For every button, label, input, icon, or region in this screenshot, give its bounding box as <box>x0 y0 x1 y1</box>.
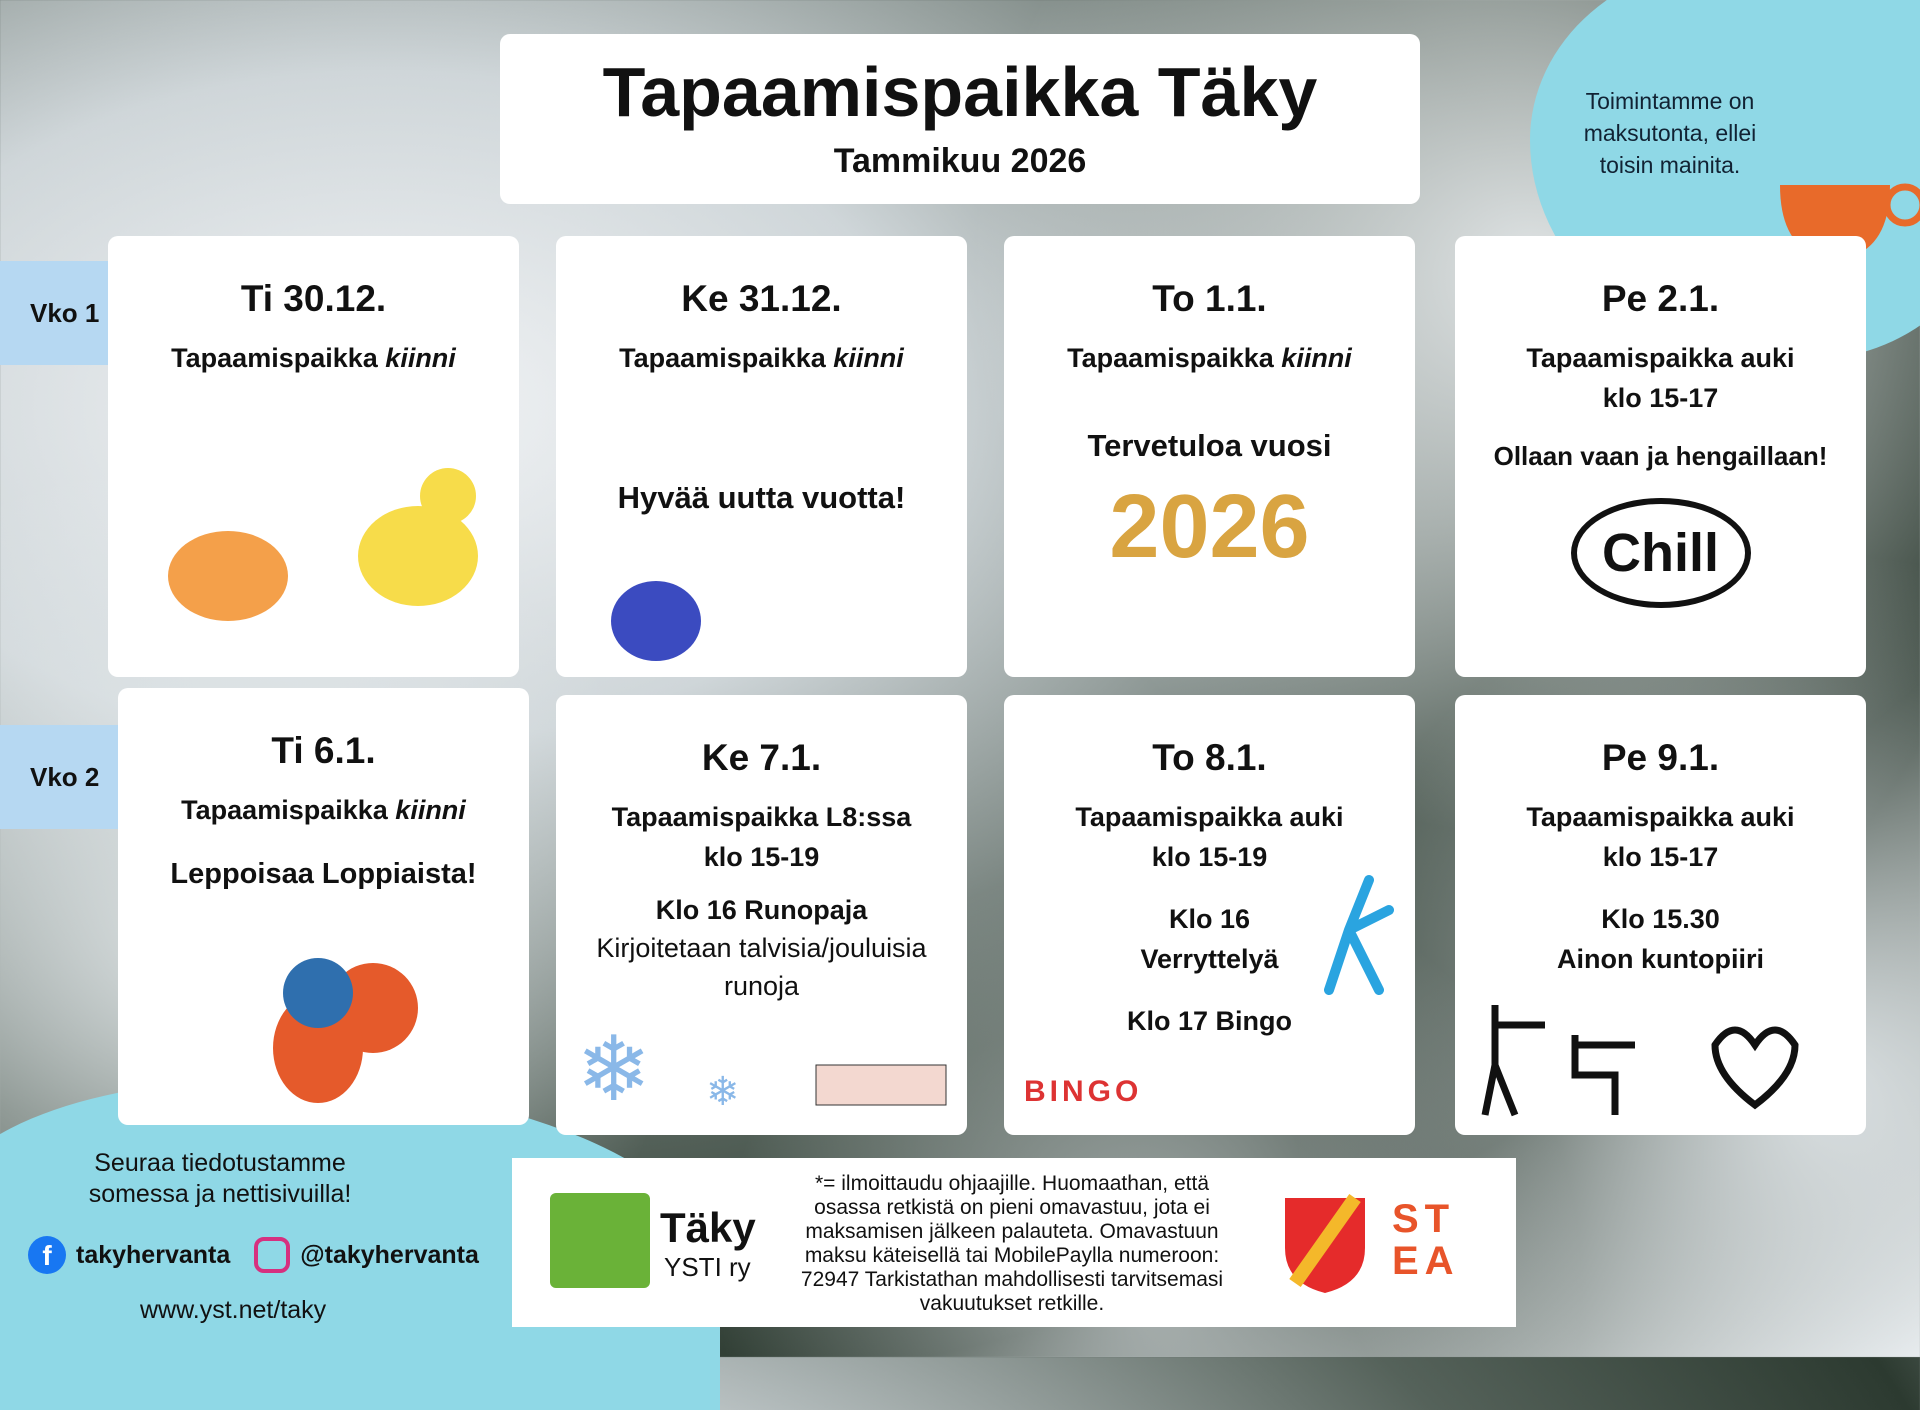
free-note: Toimintamme on maksutonta, ellei toisin … <box>1583 88 1757 178</box>
bingo-balls: BINGO <box>1024 1075 1143 1108</box>
taky-logo-icon <box>550 1193 650 1288</box>
day-event: Klo 17 Bingo <box>1126 1006 1292 1036</box>
facebook-link[interactable]: takyhervanta <box>76 1240 231 1269</box>
day-card: Ti 30.12. Tapaamispaikka kiinni <box>108 236 519 677</box>
dragon-illustration <box>611 581 701 661</box>
day-card: Ti 6.1. Tapaamispaikka kiinni Leppoisaa … <box>118 688 529 1125</box>
cat-duck-illustration <box>168 468 478 621</box>
day-event: Klo 16 Verryttelyä <box>1140 904 1279 974</box>
day-extra: Leppoisaa Loppiaista! <box>170 858 477 890</box>
tampere-coat-of-arms-icon <box>1285 1193 1365 1293</box>
page-subtitle: Tammikuu 2026 <box>833 142 1087 180</box>
logo-sub: YSTI ry <box>664 1252 751 1282</box>
svg-text:❄: ❄ <box>576 1020 651 1120</box>
day-status: Tapaamispaikka kiinni <box>619 343 904 373</box>
day-card: Ke 7.1. Tapaamispaikka L8:ssa klo 15-19 K… <box>556 695 967 1135</box>
chill-bubble: Chill <box>1570 498 1751 608</box>
day-status: Tapaamispaikka auki klo 15-17 <box>1526 802 1795 872</box>
day-extra: Ollaan vaan ja hengaillaan! <box>1493 441 1828 471</box>
stretching-figure-icon <box>1324 875 1394 995</box>
facebook-icon: f <box>28 1236 66 1274</box>
day-date: Ti 6.1. <box>271 730 376 771</box>
day-date: Ke 31.12. <box>681 278 842 319</box>
day-date: Pe 9.1. <box>1601 737 1720 778</box>
day-card: Pe 2.1. Tapaamispaikka auki klo 15-17 Oll… <box>1455 236 1866 677</box>
instagram-link[interactable]: @takyhervanta <box>300 1240 479 1269</box>
instagram-icon <box>254 1237 291 1273</box>
day-date: To 8.1. <box>1152 737 1267 778</box>
day-status: Tapaamispaikka kiinni <box>181 795 466 825</box>
day-event: Klo 16 Runopaja Kirjoitetaan talvisia/jou… <box>596 895 927 1001</box>
day-card: To 8.1. Tapaamispaikka auki klo 15-19 Klo… <box>1004 695 1415 1135</box>
day-date: To 1.1. <box>1152 278 1267 319</box>
day-date: Pe 2.1. <box>1601 278 1720 319</box>
snowflakes-book-illustration: ❄ ❄ <box>576 1020 947 1120</box>
day-card: Pe 9.1. Tapaamispaikka auki klo 15-17 Klo… <box>1455 695 1866 1135</box>
squirrel-illustration <box>273 958 418 1103</box>
day-date: Ke 7.1. <box>701 737 822 778</box>
svg-text:❄: ❄ <box>706 1070 740 1114</box>
page-title: Tapaamispaikka Täky <box>602 53 1318 131</box>
follow-text: Seuraa tiedotustamme somessa ja nettisiv… <box>88 1149 352 1208</box>
footer-note: *= ilmoittaudu ohjaajille. Huomaathan, e… <box>800 1172 1224 1315</box>
header-box: Tapaamispaikka Täky Tammikuu 2026 <box>500 34 1420 204</box>
website-link[interactable]: www.yst.net/taky <box>140 1296 327 1324</box>
welcome-text: Tervetuloa vuosi <box>1087 428 1332 463</box>
exercise-icons <box>1481 1005 1799 1117</box>
day-status: Tapaamispaikka L8:ssa klo 15-19 <box>611 802 912 872</box>
stea-logo: STEA <box>1392 1197 1460 1283</box>
footer-box: Täky YSTI ry *= ilmoittaudu ohjaajille. … <box>512 1158 1516 1327</box>
day-date: Ti 30.12. <box>240 278 387 319</box>
logo-name: Täky <box>660 1204 756 1251</box>
day-event: Klo 15.30 Ainon kuntopiiri <box>1557 904 1764 974</box>
day-status: Tapaamispaikka kiinni <box>171 343 456 373</box>
day-status: Tapaamispaikka auki klo 15-17 <box>1526 343 1795 413</box>
day-card: To 1.1. Tapaamispaikka kiinni Tervetuloa… <box>1004 236 1415 677</box>
year-2026: 2026 <box>1109 477 1310 577</box>
new-year-greeting: Hyvää uutta vuotta! <box>617 480 906 515</box>
day-status: Tapaamispaikka kiinni <box>1067 343 1352 373</box>
day-card: Ke 31.12. Tapaamispaikka kiinni Hyvää uu… <box>556 236 967 677</box>
day-status: Tapaamispaikka auki klo 15-19 <box>1075 802 1344 872</box>
